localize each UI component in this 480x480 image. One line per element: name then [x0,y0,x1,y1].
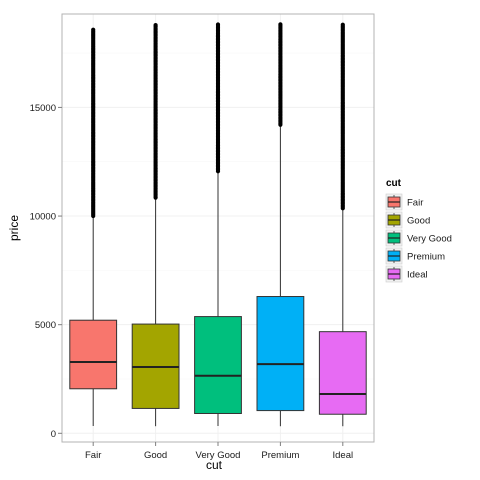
legend-label: Ideal [407,270,428,281]
legend-title: cut [386,178,402,189]
iqr-box [256,296,305,412]
legend-entry: Fair [385,193,423,211]
x-tick-label: Fair [85,450,101,461]
y-tick-label: 5000 [35,320,56,331]
legend-entry: Good [385,211,430,229]
box-good [131,23,180,427]
iqr-box [69,319,118,390]
x-tick-label: Good [144,450,167,461]
legend-label: Good [407,216,430,227]
box-series [69,22,367,427]
box-fair [69,27,118,426]
y-axis: 0 5000 10000 15000 [30,103,62,440]
legend-entry: Ideal [385,265,428,283]
box-ideal [318,22,367,427]
iqr-box [318,331,367,415]
outlier-point [340,22,345,27]
legend-label: Very Good [407,234,452,245]
outlier-point [215,22,221,27]
outlier-points [91,27,96,219]
x-tick-label: Ideal [332,450,353,461]
outlier-point [153,23,158,28]
legend: cut Fair Good Very Good Premium Ideal [385,178,452,283]
legend-entry: Premium [385,247,445,265]
x-axis-label: cut [206,458,223,472]
outlier-points [340,22,345,211]
x-tick-label: Premium [261,450,299,461]
legend-label: Fair [407,198,423,209]
box-very-good [194,22,242,427]
y-tick-label: 10000 [30,212,56,223]
y-tick-label: 15000 [30,103,56,114]
outlier-points [215,22,221,174]
outlier-point [278,22,283,27]
outlier-points [153,23,158,200]
outlier-point [91,27,96,32]
outlier-points [278,22,283,127]
legend-label: Premium [407,252,445,263]
x-tick-label: Very Good [196,450,241,461]
box-premium [256,22,305,427]
y-tick-label: 0 [51,429,56,440]
legend-entry: Very Good [385,229,452,247]
iqr-box [194,316,242,414]
x-axis: Fair Good Very Good Premium Ideal [85,442,353,461]
y-axis-label: price [7,215,21,241]
